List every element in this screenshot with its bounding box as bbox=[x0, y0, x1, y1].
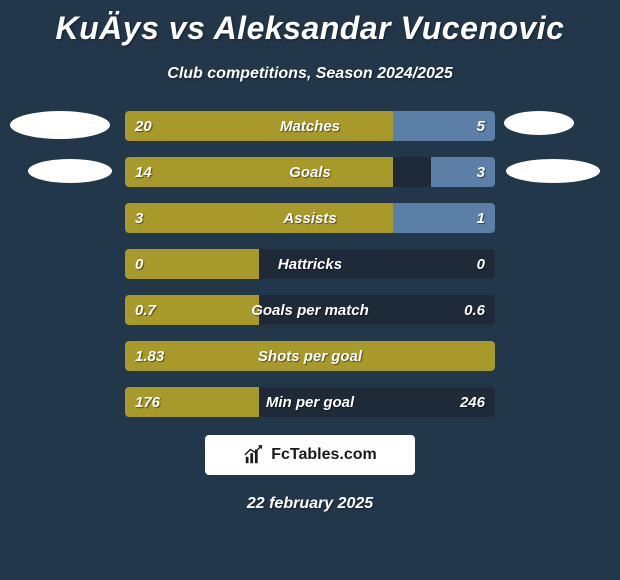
stat-row: 205Matches bbox=[125, 111, 495, 141]
stat-row: 143Goals bbox=[125, 157, 495, 187]
stat-row: 0.70.6Goals per match bbox=[125, 295, 495, 325]
bar-left bbox=[125, 341, 495, 371]
stat-row: 31Assists bbox=[125, 203, 495, 233]
chart-icon bbox=[243, 444, 265, 466]
comparison-chart: 205Matches 143Goals 31Assists 00Hattricks 0.… bbox=[0, 111, 620, 417]
stat-value-right: 246 bbox=[460, 387, 485, 417]
player-placeholder-3 bbox=[506, 159, 600, 183]
bar-left bbox=[125, 387, 259, 417]
bar-left bbox=[125, 203, 393, 233]
branding-badge: FcTables.com bbox=[205, 435, 415, 475]
branding-text: FcTables.com bbox=[271, 446, 377, 464]
subtitle: Club competitions, Season 2024/2025 bbox=[0, 65, 620, 83]
bar-left bbox=[125, 111, 393, 141]
bar-left bbox=[125, 249, 259, 279]
player-placeholder-1 bbox=[28, 159, 112, 183]
stat-row: 00Hattricks bbox=[125, 249, 495, 279]
stat-value-right: 0.6 bbox=[464, 295, 485, 325]
stat-value-right: 0 bbox=[477, 249, 485, 279]
bar-right bbox=[393, 203, 495, 233]
bar-right bbox=[431, 157, 495, 187]
player-placeholder-2 bbox=[504, 111, 574, 135]
date-label: 22 february 2025 bbox=[0, 495, 620, 513]
player-placeholder-0 bbox=[10, 111, 110, 139]
stat-row: 1.83Shots per goal bbox=[125, 341, 495, 371]
bar-left bbox=[125, 295, 259, 325]
bar-right bbox=[393, 111, 495, 141]
stat-row: 176246Min per goal bbox=[125, 387, 495, 417]
page-title: KuÄys vs Aleksandar Vucenovic bbox=[0, 0, 620, 47]
bar-left bbox=[125, 157, 393, 187]
